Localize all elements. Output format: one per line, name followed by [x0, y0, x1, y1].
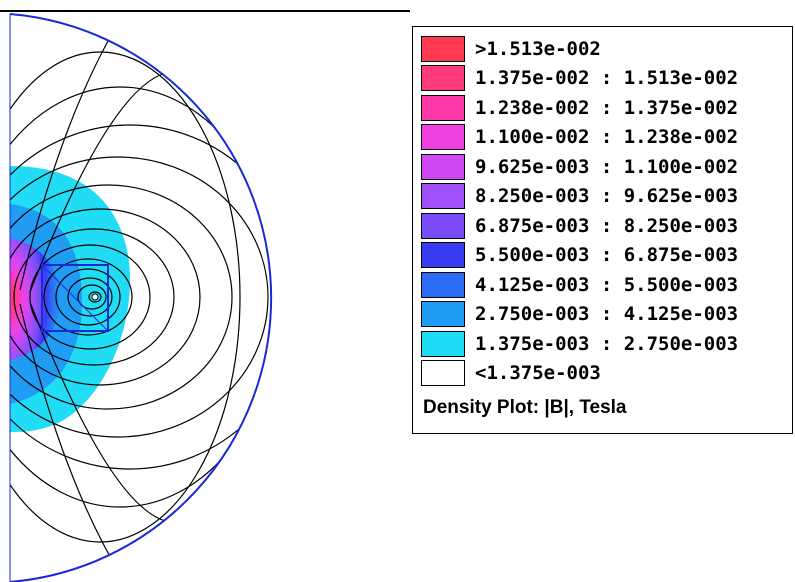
legend-entry: 1.375e-002 : 1.513e-002 [421, 65, 738, 92]
flux-lines [10, 19, 272, 575]
legend-swatch [421, 94, 465, 121]
legend-entry: 1.100e-002 : 1.238e-002 [421, 124, 738, 151]
legend-swatch [421, 35, 465, 62]
legend-swatch [421, 360, 465, 386]
legend-label: 5.500e-003 : 6.875e-003 [475, 244, 739, 266]
legend-swatch [421, 301, 465, 327]
legend-entry: 2.750e-003 : 4.125e-003 [421, 301, 738, 328]
legend-entry: >1.513e-002 [421, 35, 601, 62]
legend-entry: 5.500e-003 : 6.875e-003 [421, 242, 738, 269]
legend-swatch [421, 65, 465, 91]
coil-region [41, 264, 109, 332]
legend-entry: 6.875e-003 : 8.250e-003 [421, 212, 738, 239]
legend-swatch [421, 330, 465, 357]
legend-title: Density Plot: |B|, Tesla [423, 397, 627, 418]
density-plot [0, 10, 410, 582]
legend-entry: 9.625e-003 : 1.100e-002 [421, 153, 738, 180]
legend-entry: 8.250e-003 : 9.625e-003 [421, 183, 738, 210]
legend-label: 1.100e-002 : 1.238e-002 [475, 126, 739, 148]
legend-entry: 1.375e-003 : 2.750e-003 [421, 330, 738, 357]
legend-swatch [421, 242, 465, 268]
legend-label: <1.375e-003 [475, 362, 601, 384]
legend-label: 6.875e-003 : 8.250e-003 [475, 214, 739, 237]
legend-swatch [421, 271, 465, 298]
legend-label: 8.250e-003 : 9.625e-003 [475, 185, 739, 207]
legend-swatch [421, 212, 465, 239]
legend-label: 2.750e-003 : 4.125e-003 [475, 303, 739, 325]
legend-label: 1.238e-002 : 1.375e-002 [475, 96, 739, 119]
legend-entry: <1.375e-003 [421, 360, 601, 387]
boundary-arc [9, 13, 273, 582]
legend-entry: 4.125e-003 : 5.500e-003 [421, 271, 738, 298]
legend-entry: 1.238e-002 : 1.375e-002 [421, 94, 738, 121]
field-region-inner [10, 238, 60, 360]
legend-label: >1.513e-002 [475, 37, 601, 60]
legend-swatch [421, 183, 465, 209]
legend-label: 4.125e-003 : 5.500e-003 [475, 273, 739, 296]
legend: >1.513e-002 1.375e-002 : 1.513e-002 1.238e… [412, 26, 793, 434]
legend-swatch [421, 153, 465, 180]
legend-label: 9.625e-003 : 1.100e-002 [475, 155, 739, 178]
legend-label: 1.375e-003 : 2.750e-003 [475, 332, 739, 355]
legend-swatch [421, 124, 465, 150]
legend-label: 1.375e-002 : 1.513e-002 [475, 67, 739, 89]
